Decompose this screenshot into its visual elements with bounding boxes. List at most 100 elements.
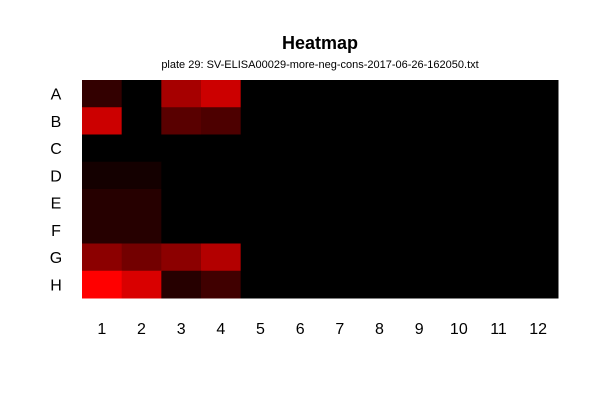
heatmap-cell-d3	[161, 161, 202, 190]
column-label-7: 7	[335, 321, 344, 338]
heatmap-cell-e6	[280, 189, 321, 217]
heatmap-cell-f4	[201, 216, 242, 244]
heatmap-cell-b11	[478, 107, 519, 135]
heatmap-cell-g6	[280, 243, 321, 272]
column-label-11: 11	[490, 321, 507, 338]
heatmap-cell-h11	[478, 270, 519, 299]
heatmap-cell-a7	[320, 80, 361, 108]
heatmap-cell-h10	[439, 270, 480, 299]
row-label-c: C	[50, 141, 62, 158]
heatmap-cell-d12	[518, 161, 559, 190]
heatmap-cell-c12	[518, 134, 559, 163]
heatmap-cell-a12	[518, 80, 559, 108]
heatmap-cell-c1	[82, 134, 123, 163]
heatmap-cell-c2	[121, 134, 162, 163]
heatmap-cell-e10	[439, 189, 480, 217]
column-label-8: 8	[375, 321, 384, 338]
heatmap-cell-d8	[359, 161, 400, 190]
heatmap-cell-g5	[240, 243, 281, 272]
heatmap-cell-b5	[240, 107, 281, 135]
heatmap-cell-h7	[320, 270, 361, 299]
column-label-1: 1	[97, 321, 106, 338]
heatmap-cell-b1	[82, 107, 123, 135]
chart-subtitle: plate 29: SV-ELISA00029-more-neg-cons-20…	[161, 59, 478, 71]
heatmap-cell-d4	[201, 161, 242, 190]
heatmap-cell-f1	[82, 216, 123, 244]
heatmap-cell-a10	[439, 80, 480, 108]
row-label-g: G	[50, 250, 62, 267]
heatmap-cell-e3	[161, 189, 202, 217]
column-label-6: 6	[296, 321, 305, 338]
heatmap-cell-c4	[201, 134, 242, 163]
heatmap-cell-d9	[399, 161, 440, 190]
column-label-10: 10	[450, 321, 468, 338]
heatmap-cell-b2	[121, 107, 162, 135]
heatmap-cell-e5	[240, 189, 281, 217]
column-label-4: 4	[216, 321, 225, 338]
heatmap-cell-f3	[161, 216, 202, 244]
column-label-3: 3	[177, 321, 186, 338]
row-label-a: A	[51, 87, 62, 104]
heatmap-cell-e11	[478, 189, 519, 217]
heatmap-cell-e1	[82, 189, 123, 217]
heatmap-cell-h9	[399, 270, 440, 299]
heatmap-cell-g8	[359, 243, 400, 272]
heatmap-cell-h6	[280, 270, 321, 299]
heatmap-cell-h8	[359, 270, 400, 299]
heatmap-cell-d2	[121, 161, 162, 190]
heatmap-cell-c5	[240, 134, 281, 163]
heatmap-cell-b8	[359, 107, 400, 135]
heatmap-cell-f8	[359, 216, 400, 244]
heatmap-cell-h5	[240, 270, 281, 299]
heatmap-cell-f7	[320, 216, 361, 244]
row-label-d: D	[50, 168, 62, 185]
column-label-5: 5	[256, 321, 265, 338]
heatmap-cell-b3	[161, 107, 202, 135]
heatmap-cell-b12	[518, 107, 559, 135]
heatmap-cell-g4	[201, 243, 242, 272]
heatmap-cell-e4	[201, 189, 242, 217]
heatmap-cell-d11	[478, 161, 519, 190]
heatmap-cell-c7	[320, 134, 361, 163]
heatmap-cell-h4	[201, 270, 242, 299]
heatmap-cell-h1	[82, 270, 123, 299]
heatmap-cell-a3	[161, 80, 202, 108]
heatmap-cell-a6	[280, 80, 321, 108]
heatmap-cell-h2	[121, 270, 162, 299]
heatmap-cell-a1	[82, 80, 123, 108]
heatmap-cells	[82, 80, 559, 299]
heatmap-cell-b4	[201, 107, 242, 135]
heatmap-cell-d5	[240, 161, 281, 190]
column-label-9: 9	[415, 321, 424, 338]
heatmap-cell-g2	[121, 243, 162, 272]
row-label-h: H	[50, 277, 62, 294]
heatmap-cell-c9	[399, 134, 440, 163]
row-label-e: E	[51, 196, 62, 213]
heatmap-cell-e12	[518, 189, 559, 217]
heatmap-cell-c8	[359, 134, 400, 163]
heatmap-cell-g10	[439, 243, 480, 272]
heatmap-cell-g11	[478, 243, 519, 272]
heatmap-cell-e7	[320, 189, 361, 217]
heatmap-cell-g9	[399, 243, 440, 272]
heatmap-cell-a9	[399, 80, 440, 108]
heatmap-cell-e2	[121, 189, 162, 217]
heatmap-cell-c3	[161, 134, 202, 163]
heatmap-cell-h12	[518, 270, 559, 299]
heatmap-cell-e9	[399, 189, 440, 217]
heatmap-cell-f6	[280, 216, 321, 244]
heatmap-cell-f11	[478, 216, 519, 244]
heatmap-cell-d10	[439, 161, 480, 190]
heatmap-cell-f10	[439, 216, 480, 244]
heatmap-cell-g7	[320, 243, 361, 272]
heatmap-cell-f2	[121, 216, 162, 244]
heatmap-cell-d6	[280, 161, 321, 190]
heatmap-cell-b6	[280, 107, 321, 135]
heatmap-cell-g12	[518, 243, 559, 272]
heatmap-cell-a2	[121, 80, 162, 108]
heatmap-cell-f9	[399, 216, 440, 244]
column-label-2: 2	[137, 321, 146, 338]
column-labels: 1 2 3 4 5 6 7 8 9 10 11 12	[97, 321, 547, 338]
